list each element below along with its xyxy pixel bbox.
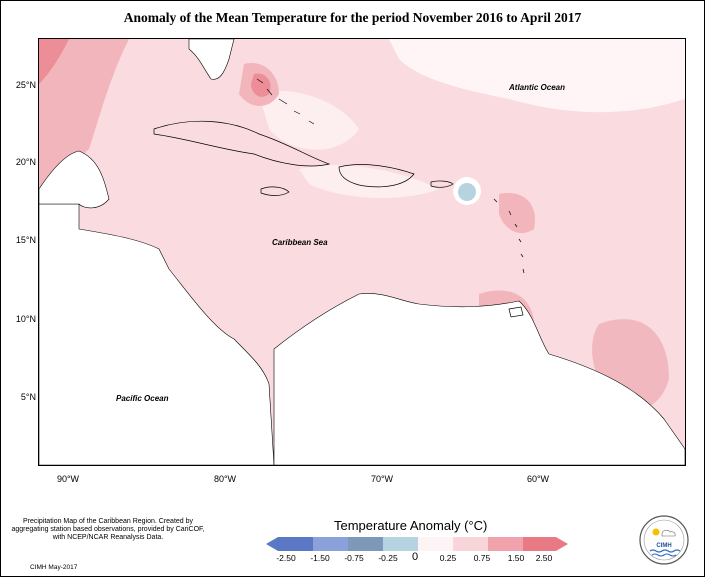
- label-pacific-ocean: Pacific Ocean: [116, 394, 169, 403]
- wave-icon: [649, 549, 681, 553]
- anomaly-dark-gulf: [39, 39, 129, 189]
- legend-label-9: 2.50: [535, 553, 553, 563]
- land-central-america: [39, 203, 275, 465]
- legend-label-4: -0.25: [378, 553, 398, 563]
- lon-tick-90: 90°W: [56, 474, 80, 484]
- anomaly-light-cuba: [259, 90, 359, 150]
- cimh-logo: CIMH: [639, 515, 689, 565]
- legend-label-6: 0.25: [439, 553, 457, 563]
- map-panel: Atlantic Ocean Caribbean Sea Pacific Oce…: [38, 38, 686, 466]
- legend-label-7: 0.75: [473, 553, 491, 563]
- lat-tick-25: 25°N: [15, 80, 36, 90]
- land-yucatan: [39, 150, 110, 209]
- land-florida: [188, 39, 235, 80]
- lon-tick-80: 80°W: [213, 474, 237, 484]
- land-jamaica: [260, 186, 290, 196]
- lat-tick-15: 15°N: [15, 235, 36, 245]
- colorbar-seg-5: [418, 537, 453, 551]
- colorbar-seg-4: [383, 537, 418, 551]
- lon-tick-70: 70°W: [370, 474, 394, 484]
- land-south-america: [273, 293, 685, 465]
- map-description: Precipitation Map of the Caribbean Regio…: [11, 518, 205, 541]
- label-atlantic-ocean: Atlantic Ocean: [508, 83, 565, 92]
- land-cuba: [153, 120, 331, 167]
- legend-label-5: 0: [411, 551, 419, 563]
- label-caribbean-sea: Caribbean Sea: [272, 238, 328, 247]
- map-credit: CIMH May-2017: [30, 564, 78, 571]
- legend-title: Temperature Anomaly (°C): [334, 518, 488, 533]
- legend-colorbar: [266, 537, 568, 551]
- colorbar-seg-3: [348, 537, 383, 551]
- legend-label-2: -1.50: [310, 553, 330, 563]
- logo-text: CIMH: [656, 543, 671, 549]
- land-lesser-antilles: [493, 198, 525, 318]
- legend-label-3: -0.75: [344, 553, 364, 563]
- anomaly-darker-gulf: [39, 39, 69, 84]
- land-bahamas: [256, 78, 315, 125]
- colorbar-seg-6: [453, 537, 488, 551]
- anomaly-map: Atlantic Ocean Caribbean Sea Pacific Oce…: [39, 39, 685, 465]
- anomaly-darker-bahamas: [251, 73, 271, 97]
- cloud-icon: [661, 529, 676, 537]
- colorbar-seg-7: [488, 537, 523, 551]
- sun-icon: [652, 528, 660, 536]
- anomaly-light-atlantic: [389, 39, 685, 113]
- colorbar-arrow-left: [266, 537, 278, 551]
- map-title: Anomaly of the Mean Temperature for the …: [123, 10, 582, 25]
- anomaly-cool-pr: [458, 183, 476, 201]
- legend-label-8: 1.50: [507, 553, 525, 563]
- lat-tick-20: 20°N: [15, 157, 36, 167]
- lon-tick-60: 60°W: [526, 474, 550, 484]
- colorbar-arrow-right: [556, 537, 568, 551]
- lat-tick-5: 5°N: [20, 392, 36, 402]
- wave-icon-2: [651, 553, 677, 557]
- colorbar-seg-2: [313, 537, 348, 551]
- anomaly-dark-antilles: [499, 193, 535, 234]
- land-hispaniola: [338, 164, 415, 188]
- land-puerto-rico: [430, 180, 454, 188]
- legend-label-1: -2.50: [276, 553, 296, 563]
- colorbar-seg-8: [523, 537, 556, 551]
- anomaly-light-hispaniola: [299, 165, 439, 199]
- lat-tick-10: 10°N: [15, 314, 36, 324]
- colorbar-seg-1: [278, 537, 313, 551]
